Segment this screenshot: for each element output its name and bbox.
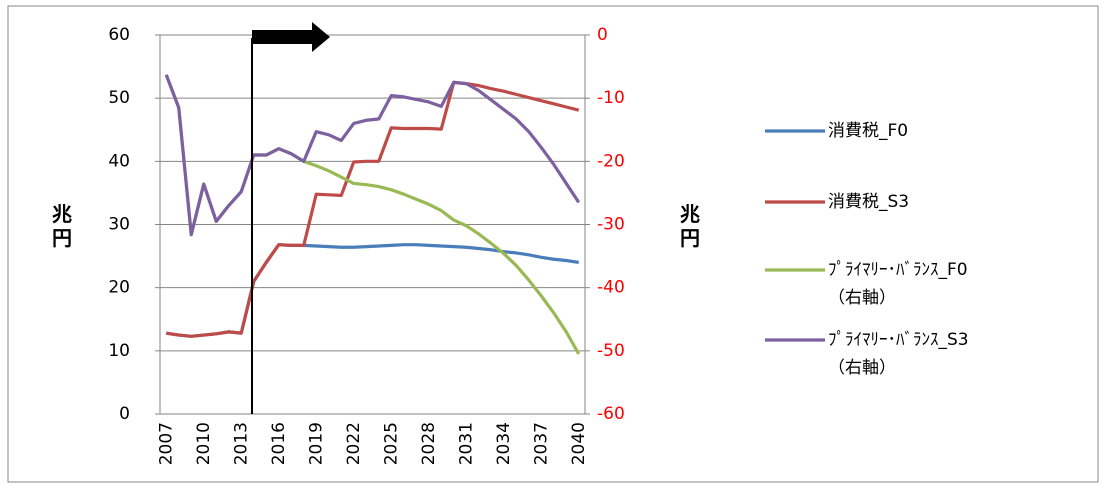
y-axis-title: 兆 円	[52, 202, 72, 250]
y2-tick-label: -10	[597, 88, 625, 108]
y-tick-label: 10	[108, 341, 130, 361]
x-tick-label: 2019	[306, 422, 326, 465]
x-tick-label: 2040	[569, 422, 589, 465]
y-tick-label: 30	[108, 215, 130, 235]
series-line	[166, 243, 579, 338]
x-tick-label: 2016	[269, 422, 289, 465]
y-tick-label: 20	[108, 278, 130, 298]
x-tick-label: 2010	[194, 422, 214, 465]
y2-tick-label: -40	[597, 278, 625, 298]
legend-label: 消費税_F0	[828, 121, 909, 141]
x-tick-label: 2028	[419, 422, 439, 465]
legend-label: 消費税_S3	[828, 192, 910, 212]
y2-tick-label: -60	[597, 404, 625, 424]
x-tick-label: 2007	[156, 422, 176, 465]
legend-label: ﾌﾟﾗｲﾏﾘｰ･ﾊﾞﾗﾝｽ_S3 （右軸）	[828, 330, 969, 378]
chart-frame	[7, 5, 1099, 483]
series-line	[164, 74, 581, 237]
y2-tick-label: -30	[597, 215, 625, 235]
series-line	[164, 74, 581, 355]
legend-label: ﾌﾟﾗｲﾏﾘｰ･ﾊﾞﾗﾝｽ_F0 （右軸）	[828, 260, 968, 308]
series-line	[166, 80, 580, 338]
x-tick-label: 2022	[344, 422, 364, 465]
y2-tick-label: 0	[597, 25, 608, 45]
y-tick-label: 40	[108, 151, 130, 171]
y-tick-label: 60	[108, 25, 130, 45]
x-tick-label: 2031	[456, 422, 476, 465]
plot-area: 0 10 20 30 40 50 60 -60 -50 -40 -30 -20 -10 0 2007 2010…	[108, 25, 624, 465]
y2-axis-title: 兆 円	[680, 202, 700, 250]
x-tick-label: 2013	[231, 422, 251, 465]
x-tick-label: 2025	[381, 422, 401, 465]
x-tick-label: 2037	[531, 422, 551, 465]
annotation-arrow	[252, 22, 330, 52]
x-tick-label: 2034	[494, 422, 514, 465]
y-tick-label: 50	[108, 88, 130, 108]
y-tick-label: 0	[119, 404, 130, 424]
y2-tick-label: -20	[597, 151, 625, 171]
y2-tick-label: -50	[597, 341, 625, 361]
